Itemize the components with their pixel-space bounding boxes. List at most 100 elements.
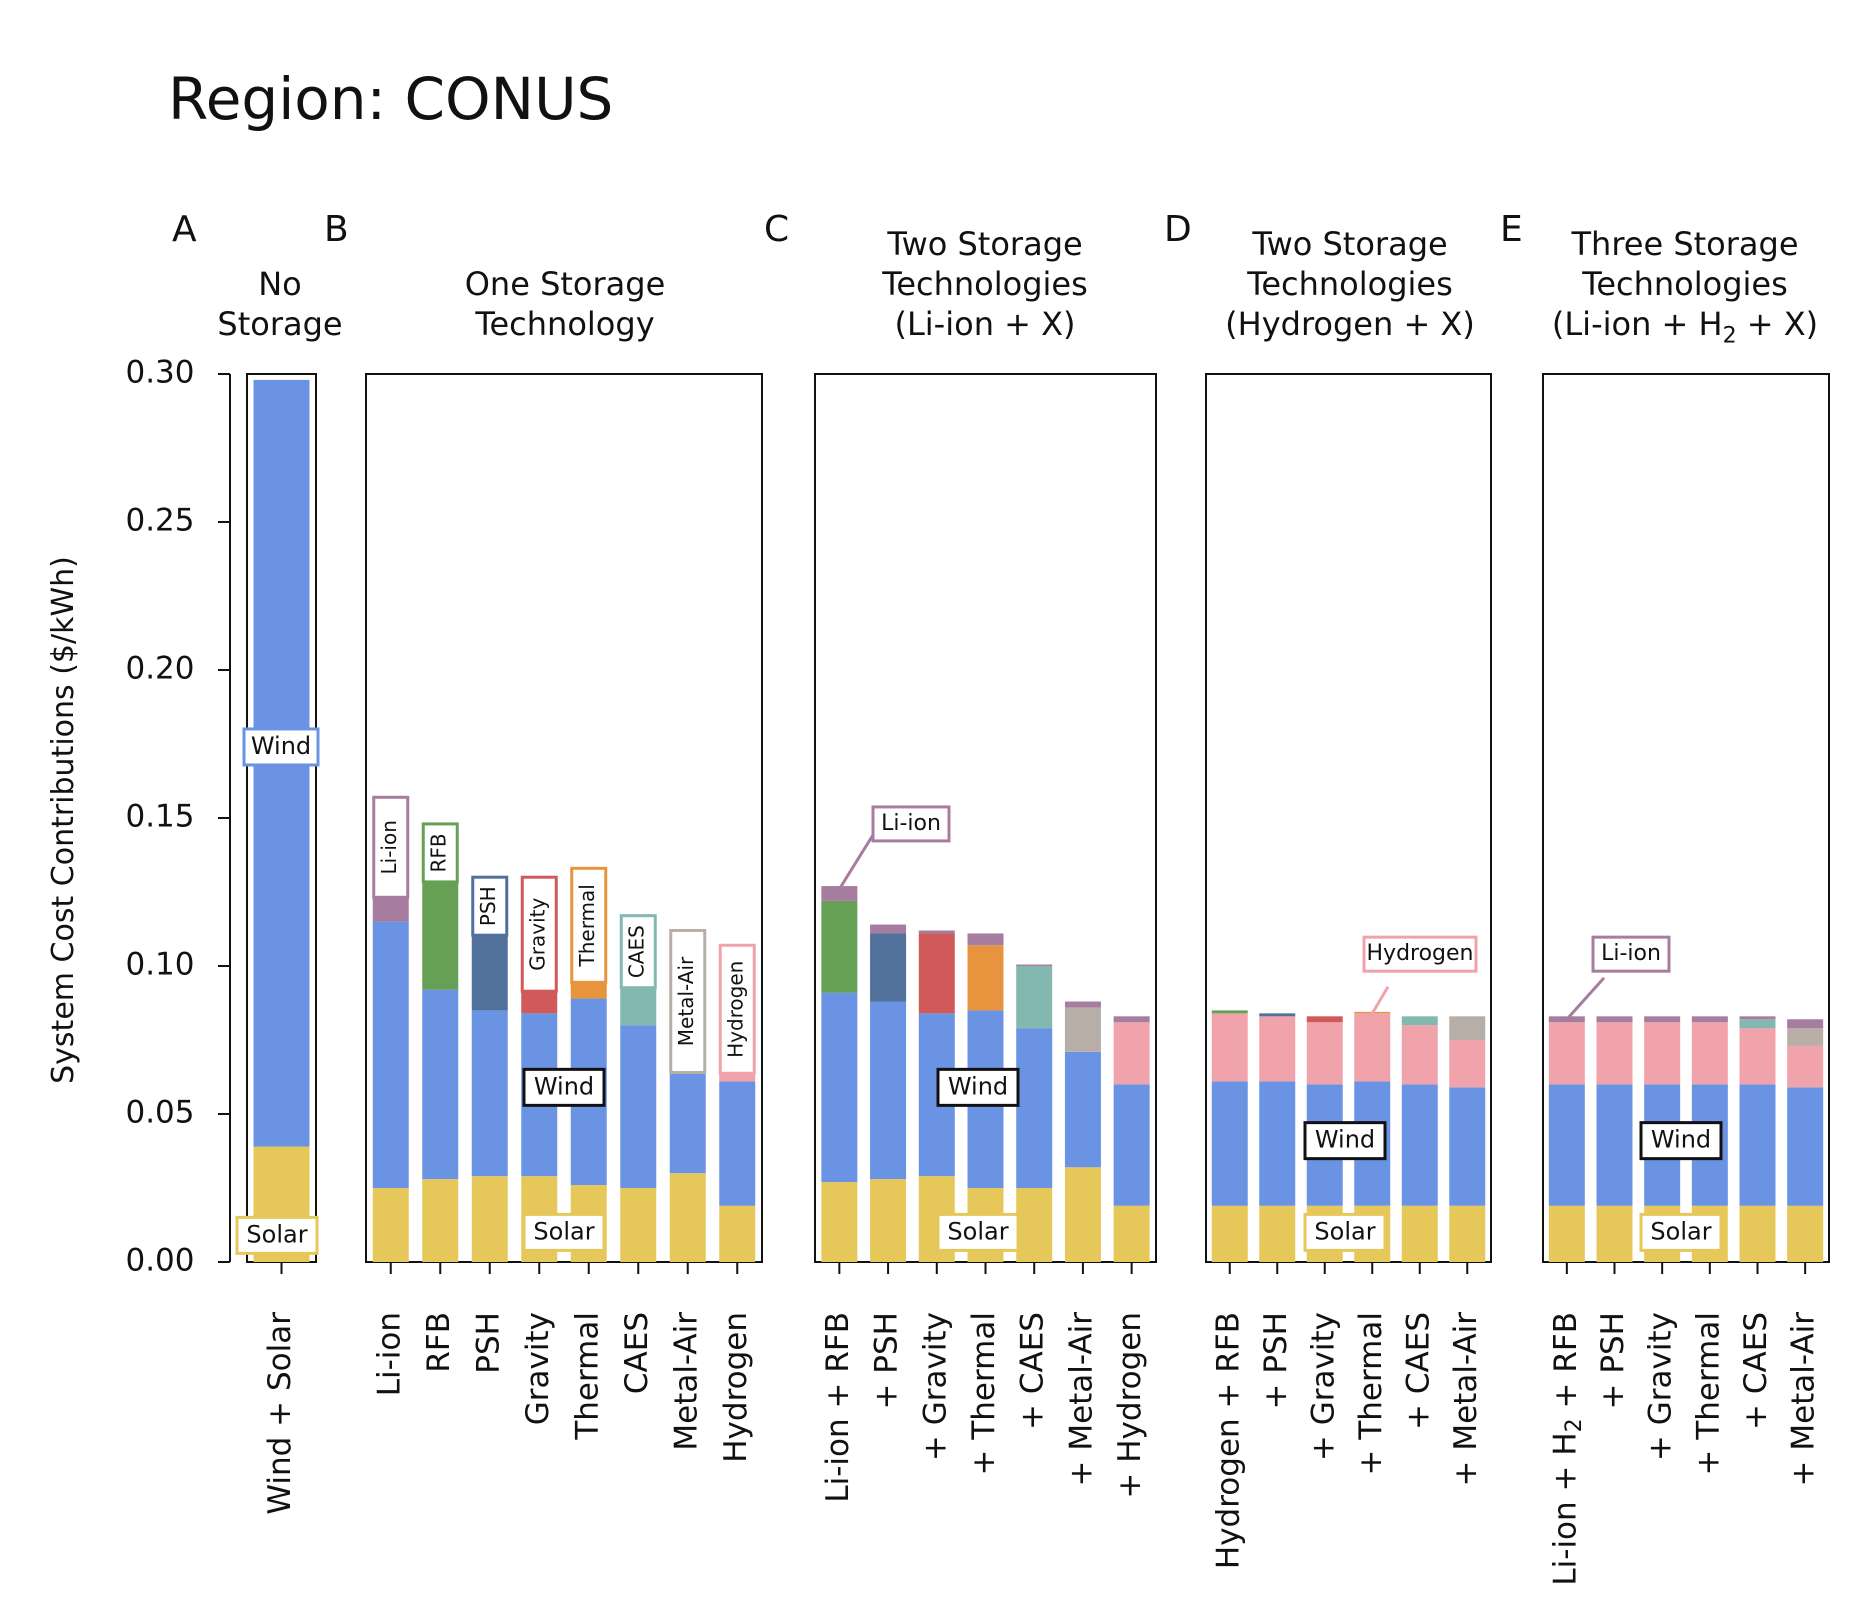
- panel-title-e-line-3: (Li-ion + H2 + X): [1551, 305, 1819, 349]
- x-label-e-4: + CAES: [1738, 1312, 1774, 1430]
- x-label-e-2: + Gravity: [1643, 1312, 1679, 1461]
- label-b-gravity: Gravity: [520, 875, 558, 993]
- x-label-e-0: Li-ion + H2 + RFB: [1547, 1312, 1587, 1586]
- label-b-thermal-text: Thermal: [575, 884, 599, 967]
- x-label-c-4: + CAES: [1015, 1312, 1051, 1430]
- bar-e-1-solar: [1596, 1205, 1633, 1262]
- label-c-li-ion: Li-ion: [871, 805, 951, 843]
- panel-title-c-line-1: Two Storage: [887, 225, 1083, 263]
- x-label-d-5: + Metal-Air: [1448, 1312, 1484, 1487]
- bar-d-5-wind: [1449, 1087, 1486, 1206]
- label-b-li-ion-text: Li-ion: [377, 820, 401, 874]
- label-c-solar-text: Solar: [947, 1217, 1008, 1245]
- bar-e-5-metal-air: [1787, 1028, 1824, 1046]
- label-c-wind-text: Wind: [948, 1072, 1008, 1100]
- label-b-caes-text: CAES: [625, 925, 649, 978]
- x-label-b-6: Metal-Air: [668, 1312, 704, 1451]
- label-b-psh: PSH: [471, 875, 509, 937]
- bar-c-4-wind: [1016, 1028, 1053, 1188]
- y-tick-label-4: 0.20: [125, 651, 194, 687]
- label-d-hydrogen-box: [1362, 935, 1478, 973]
- label-d-wind-box: [1303, 1121, 1387, 1161]
- panel-title-e: Three Storage Technologies (Li-ion + H2 …: [1540, 224, 1830, 356]
- x-label-c-1: + PSH: [869, 1312, 905, 1410]
- label-b-rfb-box: [421, 822, 459, 884]
- label-e-li-ion-box: [1591, 935, 1671, 973]
- panel-frame-d: [1205, 373, 1492, 1263]
- x-label-e-1: + PSH: [1595, 1312, 1631, 1410]
- x-label-c-2: + Gravity: [917, 1312, 953, 1461]
- y-tick-label-6: 0.30: [125, 355, 194, 391]
- bar-c-2-gravity: [918, 933, 955, 1014]
- bar-b-7-wind: [719, 1081, 756, 1206]
- bar-e-1-li-ion: [1596, 1016, 1633, 1023]
- panel-letter-e: E: [1500, 209, 1523, 250]
- bar-b-1-solar: [422, 1179, 459, 1262]
- bar-e-1-wind: [1596, 1084, 1633, 1206]
- bar-c-5-solar: [1064, 1167, 1101, 1262]
- bar-c-4-caes: [1016, 966, 1053, 1029]
- bar-d-2-hydrogen: [1306, 1022, 1343, 1085]
- y-tick-label-2: 0.10: [125, 947, 194, 983]
- bar-d-3-hydrogen: [1354, 1013, 1391, 1082]
- label-e-solar-text: Solar: [1650, 1217, 1711, 1245]
- label-b-gravity-text: Gravity: [526, 898, 550, 971]
- label-c-li-ion-box: [871, 805, 951, 843]
- bar-e-4-hydrogen: [1739, 1028, 1776, 1085]
- panel-letter-b: B: [324, 209, 349, 250]
- panel-frame-e: [1542, 373, 1830, 1263]
- bar-c-6-solar: [1113, 1205, 1150, 1262]
- bar-d-1-psh: [1259, 1013, 1296, 1017]
- bar-d-5-metal-air: [1449, 1016, 1486, 1040]
- panel-title-c-line-2: Technologies: [882, 265, 1088, 303]
- y-tick-label-1: 0.05: [125, 1095, 194, 1131]
- bar-d-0-solar: [1211, 1205, 1248, 1262]
- bar-c-0-solar: [821, 1182, 858, 1262]
- label-c-solar-box: [936, 1212, 1020, 1252]
- label-e-wind: Wind: [1639, 1121, 1723, 1161]
- bar-d-4-solar: [1401, 1205, 1438, 1262]
- bar-e-5-solar: [1787, 1205, 1824, 1262]
- label-b-wind-box: [522, 1067, 606, 1107]
- bar-e-4-wind: [1739, 1084, 1776, 1206]
- x-label-c-0: Li-ion + RFB: [820, 1312, 856, 1503]
- x-label-a-0: Wind + Solar: [262, 1312, 298, 1515]
- bar-b-6-wind: [669, 1054, 706, 1174]
- leader-d-hydrogen: [1370, 985, 1390, 1015]
- bar-d-0-hydrogen: [1211, 1013, 1248, 1082]
- bar-c-4-solar: [1016, 1188, 1053, 1262]
- x-label-c-5: + Metal-Air: [1063, 1312, 1099, 1487]
- panel-letter-d: D: [1164, 209, 1192, 250]
- panel-title-e-line-1: Three Storage: [1571, 225, 1799, 263]
- bar-b-5-wind: [620, 1025, 657, 1188]
- label-b-caes-box: [619, 914, 657, 990]
- label-b-rfb: RFB: [421, 822, 459, 884]
- label-b-hydrogen: Hydrogen: [718, 943, 756, 1075]
- bar-c-0-li-ion: [821, 886, 858, 901]
- bar-d-1-hydrogen: [1259, 1016, 1296, 1082]
- bar-c-0-wind: [821, 992, 858, 1183]
- panel-letter-c: C: [764, 209, 790, 250]
- label-a-wind: Wind: [242, 727, 320, 767]
- panel-title-a-line-1: No: [258, 265, 302, 303]
- x-label-b-7: Hydrogen: [718, 1312, 754, 1463]
- panel-frame-b: [365, 373, 763, 1263]
- panel-title-b: One Storage Technology: [365, 264, 765, 344]
- label-b-psh-text: PSH: [476, 886, 500, 926]
- bar-c-6-li-ion: [1113, 1016, 1150, 1023]
- bar-c-1-wind: [870, 1001, 907, 1180]
- bar-c-0-rfb: [821, 900, 858, 993]
- bar-c-6-wind: [1113, 1084, 1150, 1206]
- label-b-li-ion: Li-ion: [372, 795, 410, 899]
- label-d-wind: Wind: [1303, 1121, 1387, 1161]
- bar-b-2-solar: [471, 1176, 508, 1262]
- bar-c-1-psh: [870, 933, 907, 1002]
- label-b-gravity-box: [520, 875, 558, 993]
- bar-c-5-wind: [1064, 1051, 1101, 1168]
- bar-e-5-li-ion: [1787, 1019, 1824, 1029]
- x-label-c-6: + Hydrogen: [1112, 1312, 1148, 1499]
- y-tick-label-0: 0.00: [125, 1243, 194, 1279]
- bar-d-5-solar: [1449, 1205, 1486, 1262]
